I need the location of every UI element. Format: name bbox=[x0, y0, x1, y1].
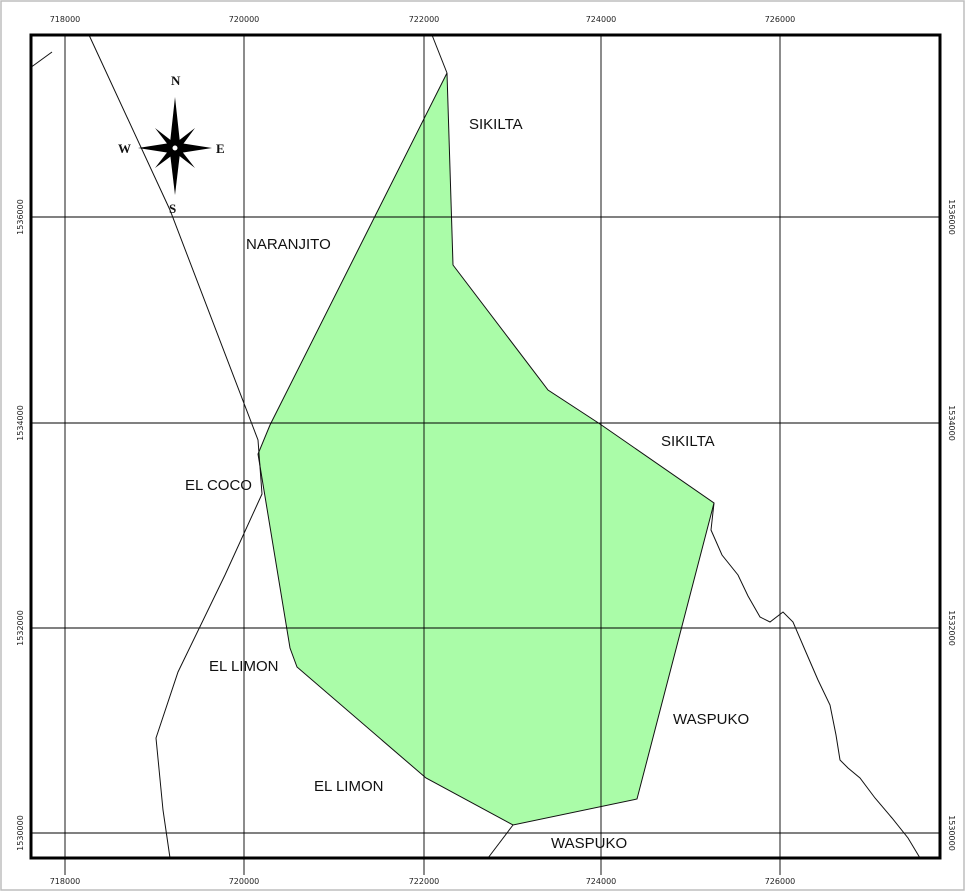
y-tick-left-1532000: 1532000 bbox=[16, 610, 25, 646]
x-ticks-bottom: 718000 720000 722000 724000 726000 bbox=[50, 877, 796, 886]
boundary-line-south bbox=[487, 824, 514, 859]
y-tick-left-1530000: 1530000 bbox=[16, 815, 25, 851]
place-label-waspuko-south: WASPUKO bbox=[551, 835, 627, 852]
compass-rose-icon: N S W E bbox=[118, 73, 225, 216]
x-tick-top-724000: 724000 bbox=[586, 15, 617, 24]
x-tick-top-720000: 720000 bbox=[229, 15, 260, 24]
place-labels: SIKILTA NARANJITO SIKILTA EL COCO EL LIM… bbox=[185, 116, 749, 852]
grid bbox=[30, 35, 940, 875]
x-tick-top-718000: 718000 bbox=[50, 15, 81, 24]
y-tick-left-1534000: 1534000 bbox=[16, 405, 25, 441]
y-tick-right-1530000: 1530000 bbox=[947, 815, 956, 851]
y-tick-right-1532000: 1532000 bbox=[947, 610, 956, 646]
place-label-naranjito: NARANJITO bbox=[246, 236, 331, 253]
x-ticks-top: 718000 720000 722000 724000 726000 bbox=[50, 15, 796, 24]
boundary-line-north bbox=[431, 34, 448, 74]
place-label-el-limon-west: EL LIMON bbox=[209, 658, 278, 675]
place-label-el-limon-south: EL LIMON bbox=[314, 778, 383, 795]
x-tick-bottom-722000: 722000 bbox=[409, 877, 440, 886]
compass-north-label: N bbox=[171, 73, 181, 88]
compass-west-label: W bbox=[118, 141, 131, 156]
y-ticks-left: 1536000 1534000 1532000 1530000 bbox=[16, 199, 25, 851]
x-tick-top-726000: 726000 bbox=[765, 15, 796, 24]
x-tick-bottom-724000: 724000 bbox=[586, 877, 617, 886]
boundary-lines bbox=[29, 34, 921, 859]
boundary-line-west bbox=[88, 34, 263, 859]
place-label-sikilta-east: SIKILTA bbox=[661, 433, 715, 450]
place-label-sikilta-north: SIKILTA bbox=[469, 116, 523, 133]
x-tick-bottom-726000: 726000 bbox=[765, 877, 796, 886]
x-tick-bottom-718000: 718000 bbox=[50, 877, 81, 886]
y-ticks-right: 1536000 1534000 1532000 1530000 bbox=[947, 199, 956, 851]
place-label-waspuko-east: WASPUKO bbox=[673, 711, 749, 728]
river-east bbox=[710, 502, 921, 859]
boundary-line-corner-nw bbox=[29, 51, 53, 69]
compass-east-label: E bbox=[216, 141, 225, 156]
place-label-el-coco: EL COCO bbox=[185, 477, 252, 494]
x-tick-top-722000: 722000 bbox=[409, 15, 440, 24]
x-tick-bottom-720000: 720000 bbox=[229, 877, 260, 886]
compass-south-label: S bbox=[169, 201, 176, 216]
y-tick-right-1536000: 1536000 bbox=[947, 199, 956, 235]
y-tick-right-1534000: 1534000 bbox=[947, 405, 956, 441]
map-frame bbox=[29, 33, 942, 860]
y-tick-left-1536000: 1536000 bbox=[16, 199, 25, 235]
